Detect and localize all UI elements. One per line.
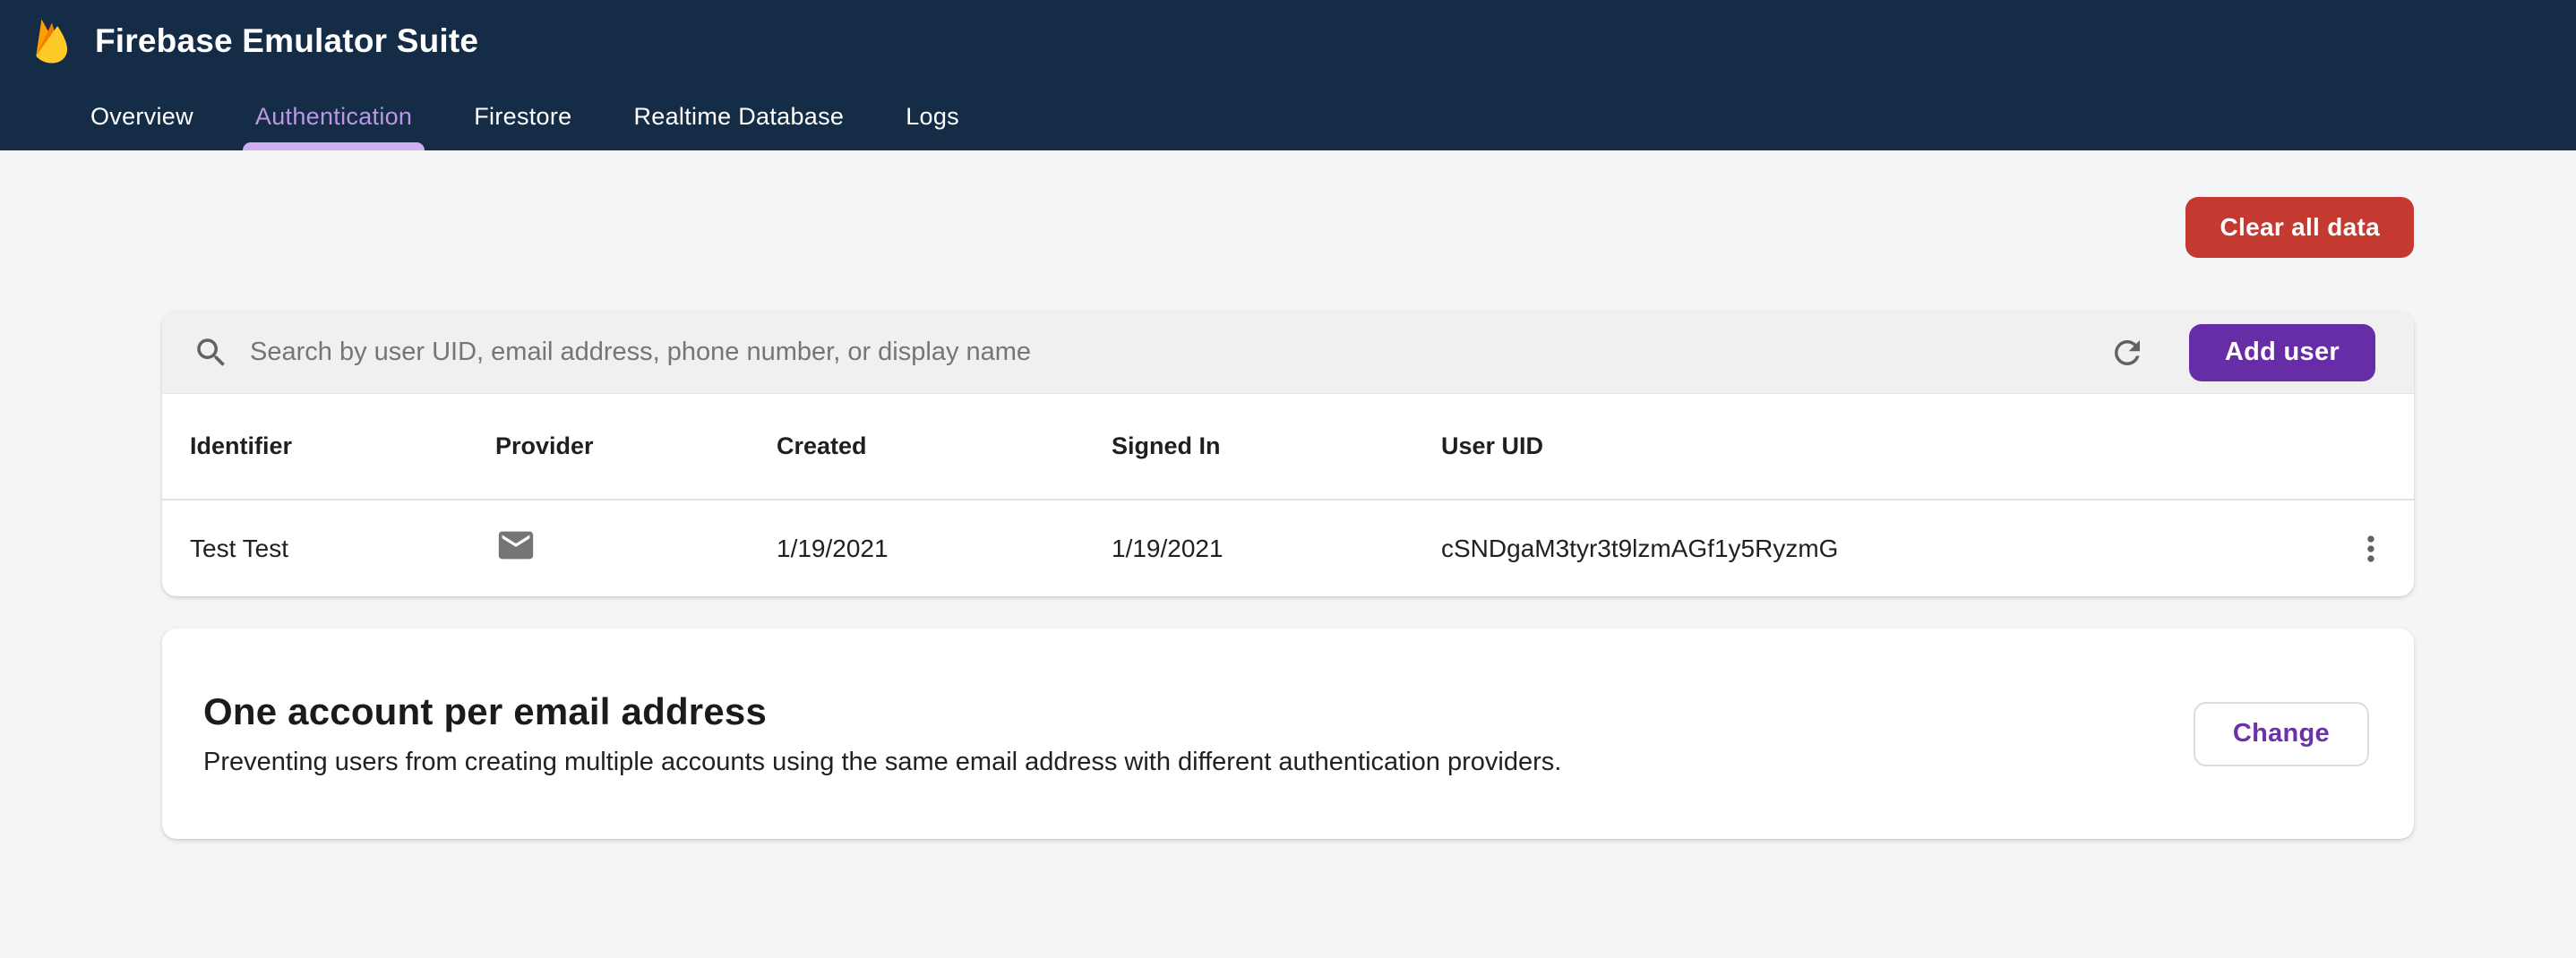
tab-authentication[interactable]: Authentication [242, 82, 425, 150]
app-header: Firebase Emulator Suite Overview Authent… [0, 0, 2576, 150]
tab-realtime-database[interactable]: Realtime Database [633, 102, 845, 130]
user-search-input[interactable] [250, 325, 2101, 380]
tab-logs[interactable]: Logs [906, 102, 959, 130]
change-policy-button[interactable]: Change [2193, 701, 2369, 766]
user-signed-in-date: 1/19/2021 [1112, 534, 1224, 562]
firebase-logo-icon [32, 14, 72, 68]
email-policy-title: One account per email address [203, 690, 768, 732]
user-provider [495, 525, 777, 572]
user-created-date: 1/19/2021 [777, 534, 889, 562]
main-nav-tabs: Overview Authentication Firestore Realti… [0, 82, 2576, 150]
user-uid: cSNDgaM3tyr3t9lzmAGf1y5RyzmG [1441, 534, 1839, 562]
column-header-signed-in: Signed In [1112, 432, 1221, 459]
tab-overview[interactable]: Overview [90, 102, 193, 130]
users-table-header: Identifier Provider Created Signed In Us… [162, 394, 2414, 500]
app-title: Firebase Emulator Suite [95, 22, 479, 59]
column-header-identifier: Identifier [190, 432, 293, 459]
user-identifier: Test Test [190, 534, 288, 562]
users-panel: Add user Identifier Provider Created Sig… [162, 312, 2414, 596]
email-policy-text: One account per email address Preventing… [203, 690, 2194, 777]
user-actions-cell [2328, 520, 2414, 577]
search-icon [193, 334, 230, 372]
user-row-menu-button[interactable] [2342, 520, 2400, 577]
user-search-bar: Add user [162, 312, 2414, 394]
header-top-row: Firebase Emulator Suite [0, 0, 2576, 82]
more-vert-icon [2367, 535, 2374, 562]
column-header-user-uid: User UID [1441, 432, 1544, 459]
toolbar: Clear all data [162, 197, 2414, 258]
column-header-created: Created [777, 432, 867, 459]
add-user-button[interactable]: Add user [2188, 323, 2375, 381]
tab-firestore[interactable]: Firestore [474, 102, 572, 130]
email-provider-icon [498, 531, 534, 560]
main-content: Clear all data Add user Identifier Provi… [162, 197, 2414, 839]
user-table-row: Test Test 1/19/2021 1/19/2021 cSNDgaM3ty… [162, 500, 2414, 596]
clear-all-data-button[interactable]: Clear all data [2185, 197, 2414, 258]
refresh-button[interactable] [2101, 327, 2153, 379]
refresh-icon [2114, 339, 2140, 365]
column-header-provider: Provider [495, 432, 594, 459]
email-policy-description: Preventing users from creating multiple … [203, 748, 1562, 776]
email-policy-card: One account per email address Preventing… [162, 629, 2414, 839]
